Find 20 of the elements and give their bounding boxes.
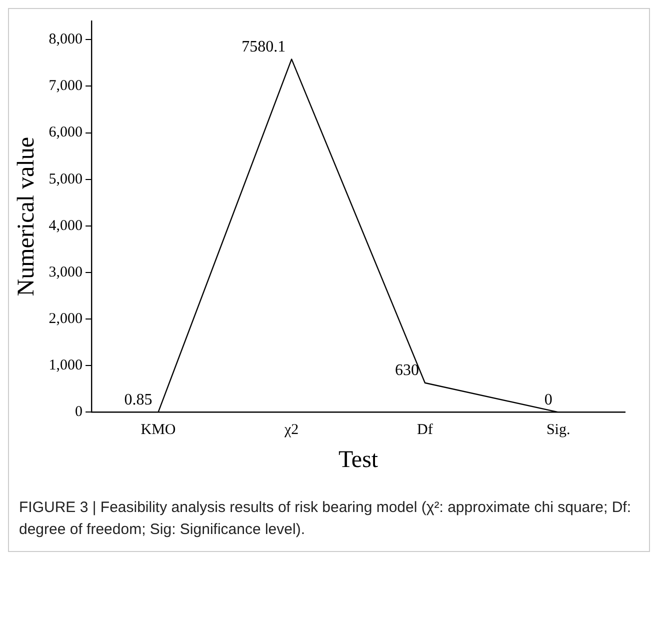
- y-tick-label: 1,000: [48, 358, 83, 374]
- x-axis-title: Test: [338, 446, 378, 473]
- x-tick-label: Sig.: [546, 422, 570, 438]
- y-tick-label: 3,000: [48, 264, 83, 280]
- y-tick-label: 7,000: [48, 78, 83, 94]
- data-label: 0.85: [124, 391, 152, 408]
- y-axis-title: Numerical value: [14, 136, 40, 296]
- caption: FIGURE 3 | Feasibility analysis results of risk bearing model (χ²: approximate chi square; Df: degree of freedom; Sig: Significance level).: [18, 498, 632, 540]
- data-label: 7580.1: [242, 38, 286, 56]
- data-label: 0: [544, 391, 552, 408]
- y-tick-label: 2,000: [48, 310, 83, 327]
- y-tick-label: 4,000: [48, 218, 83, 234]
- x-tick-label: Df: [417, 422, 433, 438]
- data-label: 630: [394, 362, 419, 380]
- x-tick-label: KMO: [140, 422, 176, 438]
- y-tick-label: 6,000: [48, 124, 83, 141]
- y-tick-label: 0: [75, 404, 83, 420]
- x-tick-label: χ2: [284, 422, 299, 438]
- y-tick-label: 5,000: [48, 171, 83, 188]
- y-tick-label: 8,000: [48, 32, 83, 48]
